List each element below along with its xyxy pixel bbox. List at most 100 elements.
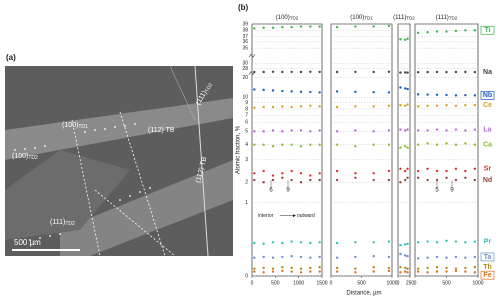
data-point (290, 105, 293, 109)
data-point (253, 241, 256, 245)
data-point (253, 270, 256, 273)
data-point (354, 25, 357, 28)
data-point (473, 143, 477, 146)
legend-label: La (483, 126, 491, 133)
data-point (404, 266, 407, 270)
data-point (445, 142, 448, 145)
data-point (387, 129, 391, 132)
data-point (464, 266, 467, 270)
data-point (445, 266, 448, 270)
data-point (271, 70, 275, 73)
data-point (253, 70, 256, 74)
panel-title-main: (100) (276, 15, 290, 21)
data-point (445, 30, 448, 33)
y-tick-label: 3 (245, 157, 248, 163)
data-point (299, 267, 303, 270)
spots (14, 123, 151, 241)
data-point (416, 129, 420, 132)
data-point (335, 143, 339, 146)
data-point (290, 25, 293, 29)
data-point (262, 130, 265, 133)
legend-label: Th (483, 264, 492, 271)
data-point (309, 256, 312, 259)
x-tick-label: 0 (330, 280, 333, 286)
data-point (253, 143, 256, 146)
data-point (299, 70, 303, 74)
data-point (426, 178, 429, 182)
data-point (454, 267, 458, 270)
data-point (406, 146, 409, 149)
data-point (406, 176, 409, 179)
data-point (454, 240, 458, 243)
data-point (262, 181, 265, 184)
data-point (445, 70, 448, 74)
data-point (318, 241, 321, 244)
data-point (253, 130, 256, 133)
data-point (406, 37, 409, 40)
panel-frame (251, 23, 323, 277)
data-point (454, 143, 458, 146)
data-point (335, 256, 339, 259)
data-point (290, 270, 293, 273)
data-point (404, 145, 407, 148)
data-point (354, 129, 357, 132)
data-point (299, 129, 303, 132)
data-point (354, 172, 357, 175)
data-point (309, 143, 312, 146)
micrograph-label: (111)TD2 (50, 219, 75, 227)
panel-title: (100)TD1 (350, 15, 373, 21)
data-point (387, 91, 391, 94)
data-point (435, 104, 439, 107)
data-point (372, 143, 375, 146)
data-point (387, 169, 391, 173)
panel-title-sub: TD1 (364, 16, 373, 21)
panel-title-sub: TD2 (290, 16, 299, 21)
data-point (354, 105, 357, 108)
data-point (399, 244, 402, 247)
data-point (445, 256, 448, 259)
data-point (426, 129, 429, 132)
data-point (473, 255, 477, 259)
data-point (404, 71, 407, 74)
data-point (454, 128, 458, 131)
data-point (399, 252, 402, 256)
data-point (416, 176, 420, 179)
data-point (262, 169, 265, 173)
band (60, 160, 233, 256)
data-point (309, 178, 312, 182)
data-point (445, 103, 448, 107)
data-point (271, 26, 275, 29)
data-point (464, 256, 467, 259)
annotation: 9 (286, 188, 290, 194)
y-tick-label: 7 (245, 113, 248, 119)
y-tick-label: 4 (245, 142, 248, 148)
data-point (354, 145, 357, 148)
panel-frame (414, 23, 479, 277)
data-point (318, 25, 321, 28)
data-point (387, 143, 391, 146)
data-point (464, 70, 467, 74)
data-point (281, 70, 284, 74)
data-point (473, 271, 477, 274)
data-point (290, 255, 293, 258)
panel-frame (330, 23, 393, 277)
data-point (435, 128, 439, 131)
region (5, 150, 130, 240)
data-point (426, 240, 429, 243)
data-point (464, 103, 467, 107)
data-point (309, 25, 312, 28)
data-point (281, 105, 284, 108)
data-point (299, 25, 303, 28)
data-point (416, 93, 420, 96)
data-point (404, 169, 407, 173)
data-point (271, 267, 275, 270)
data-point (262, 266, 265, 270)
data-point (464, 176, 467, 179)
data-point (445, 270, 448, 273)
data-point (372, 241, 375, 244)
data-point (262, 143, 265, 146)
data-point (426, 167, 429, 170)
y-tick-label: 36 (242, 39, 248, 45)
legend-label: Fe (483, 272, 491, 279)
panel-label: (a) (6, 53, 16, 62)
